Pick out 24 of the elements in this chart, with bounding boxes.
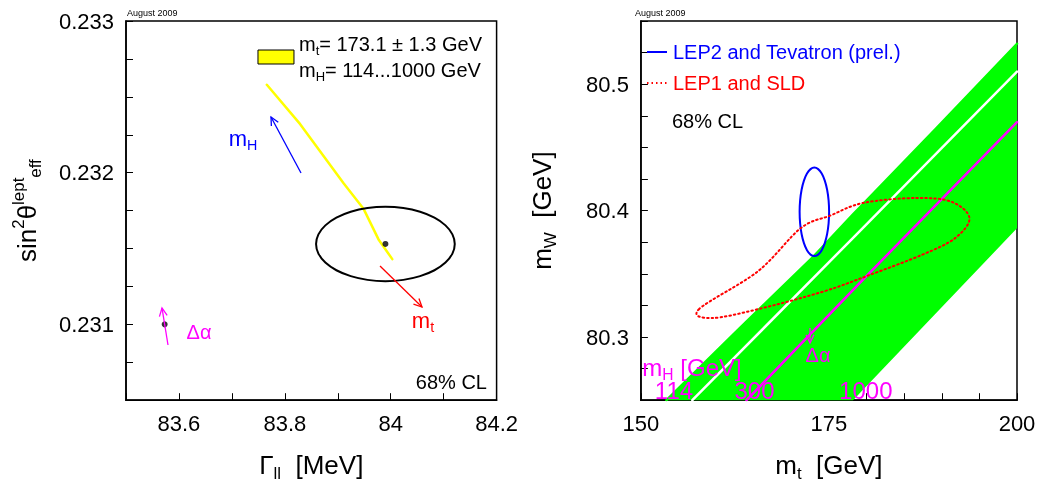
x-tick-label: 83.6 <box>157 410 201 436</box>
y-axis-title: sin2θlepteff <box>9 158 45 263</box>
y-tick-label: 80.4 <box>586 198 629 224</box>
x-tick-label: 150 <box>622 410 660 436</box>
x-tick-label: 83.8 <box>263 410 307 436</box>
text: August 2009 <box>635 8 686 19</box>
annotation: Δα <box>805 344 831 366</box>
annotation: LEP2 and Tevatron (prel.) <box>673 41 901 63</box>
annotation: 68% CL <box>415 371 487 393</box>
x-tick-label: 200 <box>998 410 1036 436</box>
y-tick-label: 0.232 <box>58 160 114 186</box>
annotation: Δα <box>186 321 212 343</box>
x-tick-label: 84.2 <box>475 410 518 436</box>
y-tick-label: 0.231 <box>58 311 114 337</box>
y-axis-title: mW [GeV] <box>527 151 560 270</box>
annotation: LEP1 and SLD <box>673 72 806 94</box>
x-tick-label: 84 <box>378 410 403 436</box>
annotation: 68% CL <box>672 110 744 132</box>
y-tick-label: 0.233 <box>58 8 114 34</box>
x-tick-label: 175 <box>810 410 848 436</box>
y-tick-label: 80.5 <box>586 71 629 97</box>
y-tick-label: 80.3 <box>586 324 629 350</box>
text: August 2009 <box>127 8 178 19</box>
line-series <box>265 83 394 261</box>
